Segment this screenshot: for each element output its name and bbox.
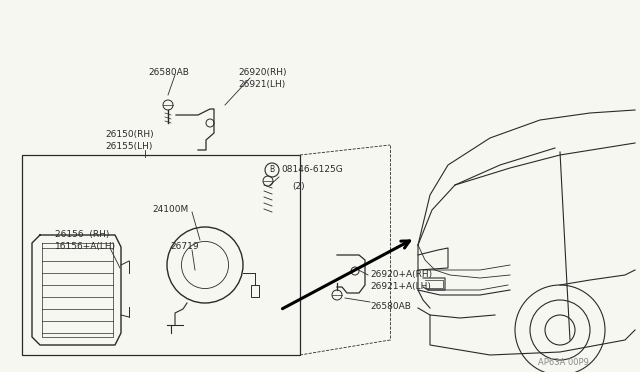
Text: 26719: 26719 xyxy=(170,242,198,251)
Text: 26156  (RH): 26156 (RH) xyxy=(55,230,109,239)
Text: 26155(LH): 26155(LH) xyxy=(105,142,152,151)
Bar xyxy=(22,155,300,355)
Text: B: B xyxy=(269,166,275,174)
Text: 26920+A(RH): 26920+A(RH) xyxy=(370,270,432,279)
Text: AP63A 00P9: AP63A 00P9 xyxy=(538,358,589,367)
Text: (2): (2) xyxy=(292,182,305,191)
Text: 16156+A(LH): 16156+A(LH) xyxy=(55,242,116,251)
Text: 26580AB: 26580AB xyxy=(148,68,189,77)
Text: 26920(RH): 26920(RH) xyxy=(238,68,287,77)
Text: 26921+A(LH): 26921+A(LH) xyxy=(370,282,431,291)
Text: 26921(LH): 26921(LH) xyxy=(238,80,285,89)
Text: 26580AB: 26580AB xyxy=(370,302,411,311)
Bar xyxy=(251,285,259,297)
Text: 24100M: 24100M xyxy=(152,205,188,214)
Text: 08146-6125G: 08146-6125G xyxy=(281,165,343,174)
Text: 26150(RH): 26150(RH) xyxy=(105,130,154,139)
